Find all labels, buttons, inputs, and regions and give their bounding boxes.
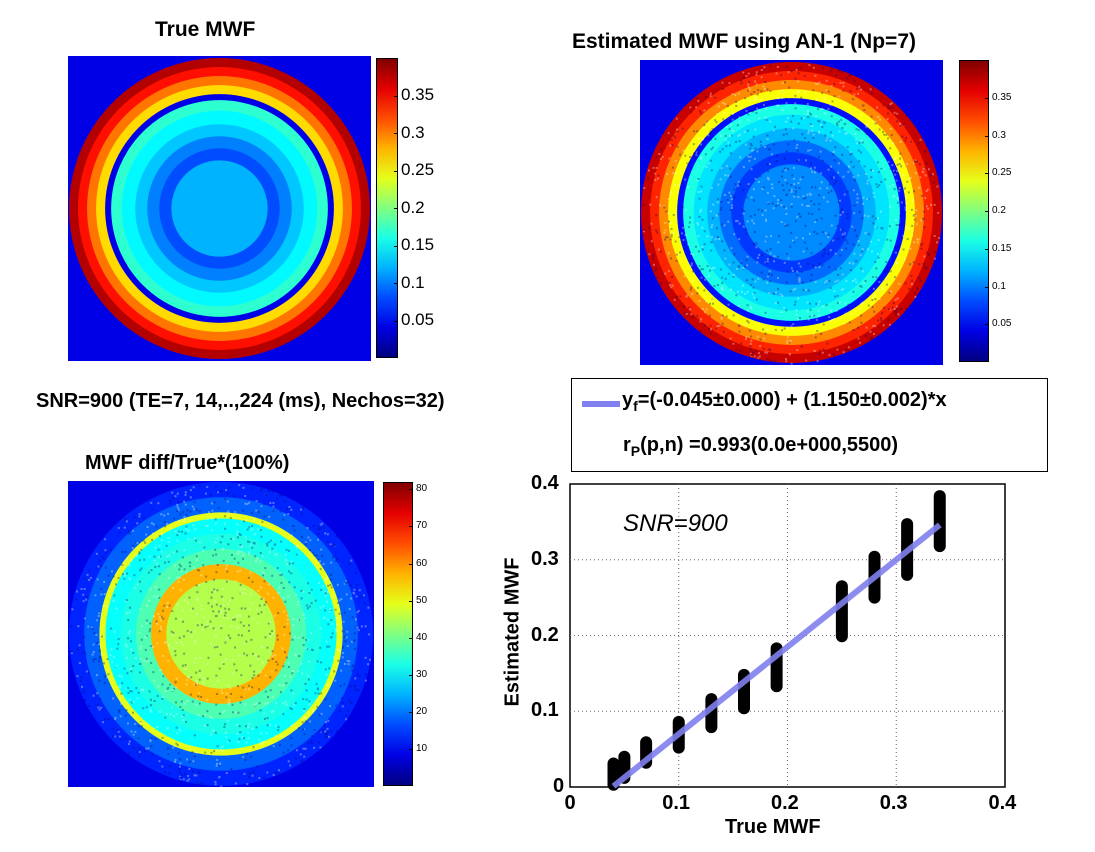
colorbar-tick-mark: [985, 286, 989, 288]
fit-eq-prefix: y: [622, 389, 634, 411]
noise-speckle: [70, 484, 372, 787]
colorbar-tick-mark: [409, 674, 413, 676]
fit-eq-text: =(-0.045±0.000) + (1.150±0.002)*x: [637, 389, 947, 411]
y-tick-label: 0.3: [531, 547, 559, 570]
y-tick-label: 0.2: [531, 623, 559, 646]
colorbar-tick-mark: [409, 637, 413, 639]
colorbar-tick-mark: [985, 211, 989, 212]
scatter-x-label: True MWF: [725, 816, 821, 838]
y-tick-label: 0.1: [531, 699, 559, 722]
corr-sub: P: [630, 443, 641, 459]
fit-line: [611, 522, 942, 789]
estimated-mwf-title: Estimated MWF using AN-1 (Np=7): [572, 30, 916, 53]
corr-text: (p,n) =0.993(0.0e+000,5500): [640, 434, 899, 456]
x-tick-label: 0: [564, 792, 576, 814]
diff-colorbar: [383, 482, 413, 786]
colorbar-tick-mark: [394, 95, 398, 97]
colorbar-tick-label: 0.25: [992, 167, 1012, 179]
true-mwf-title: True MWF: [155, 18, 256, 41]
y-tick-label: 0.4: [531, 472, 559, 494]
colorbar-tick-label: 0.3: [992, 129, 1006, 141]
colorbar-tick-label: 40: [416, 631, 428, 643]
phantom-ring: [171, 160, 268, 257]
colorbar-tick-label: 80: [416, 483, 428, 495]
colorbar-tick-label: 0.35: [401, 85, 435, 105]
colorbar-tick-mark: [985, 97, 989, 99]
colorbar-tick-mark: [394, 283, 398, 284]
colorbar-tick-label: 0.2: [401, 197, 425, 217]
colorbar-tick-label: 10: [416, 742, 428, 754]
colorbar-tick-label: 0.35: [992, 91, 1012, 103]
scatter-annotation: SNR=900: [623, 510, 728, 537]
colorbar-tick-label: 0.1: [401, 272, 425, 292]
x-tick-label: 0.1: [662, 792, 691, 814]
colorbar-tick-mark: [985, 173, 989, 175]
colorbar-tick-label: 0.3: [401, 122, 425, 142]
colorbar-tick-label: 0.05: [401, 310, 435, 330]
y-tick-label: 0: [553, 775, 565, 797]
colorbar-tick-label: 70: [416, 520, 428, 532]
corr-prefix: r: [623, 434, 631, 456]
phantom-ring: [743, 164, 840, 261]
colorbar-tick-label: 0.15: [992, 242, 1012, 254]
colorbar-tick-mark: [985, 248, 989, 250]
x-tick-label: 0.2: [771, 792, 799, 814]
colorbar-tick-label: 30: [416, 668, 428, 680]
colorbar-tick-mark: [985, 324, 989, 326]
colorbar-tick-label: 0.05: [992, 318, 1012, 330]
colorbar-tick-mark: [409, 711, 413, 713]
colorbar-tick-label: 0.1: [992, 280, 1006, 292]
colorbar-tick-mark: [985, 135, 989, 137]
colorbar-tick-mark: [394, 208, 398, 209]
colorbar-tick-mark: [394, 170, 398, 172]
colorbar-tick-mark: [409, 563, 413, 565]
colorbar-tick-mark: [394, 245, 398, 247]
colorbar-tick-label: 0.2: [992, 205, 1006, 216]
colorbar-tick-label: 50: [416, 594, 428, 606]
estimated-mwf-image: [640, 60, 943, 365]
colorbar-tick-mark: [409, 600, 413, 602]
colorbar-tick-label: 20: [416, 705, 428, 717]
x-tick-label: 0.4: [988, 792, 1017, 814]
colorbar-tick-label: 0.25: [401, 160, 435, 180]
true-mwf-image: [68, 56, 371, 361]
phantom-ring: [166, 579, 276, 689]
colorbar-tick-mark: [394, 133, 398, 134]
colorbar-tick-mark: [409, 489, 413, 491]
fit-eq-sub: f: [633, 398, 638, 414]
colorbar-tick-mark: [409, 526, 413, 528]
snr-caption: SNR=900 (TE=7, 14,..,224 (ms), Nechos=32…: [36, 390, 445, 412]
colorbar-tick-mark: [409, 748, 413, 750]
fit-legend: yf=(-0.045±0.000) + (1.150±0.002)*x rP(p…: [571, 378, 1048, 472]
diff-title: MWF diff/True*(100%): [85, 452, 290, 474]
noise-speckle: [642, 64, 941, 365]
x-tick-label: 0.3: [879, 792, 908, 814]
diff-image: [68, 481, 374, 787]
scatter-y-label: Estimated MWF: [501, 557, 524, 707]
colorbar-tick-mark: [394, 320, 398, 322]
colorbar-tick-label: 60: [416, 557, 428, 569]
colorbar-tick-label: 0.15: [401, 235, 435, 255]
